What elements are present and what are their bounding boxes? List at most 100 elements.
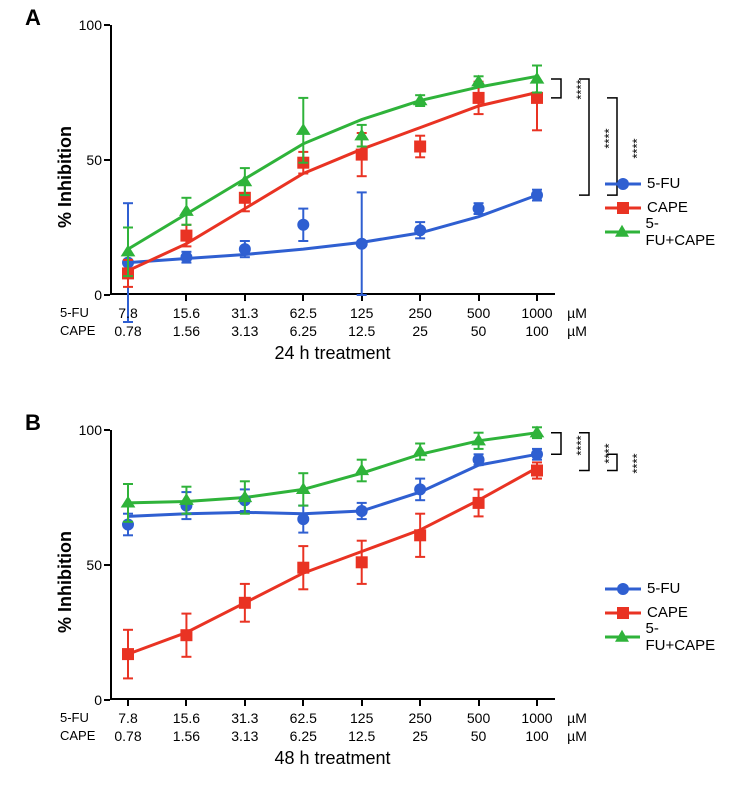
marker-fu xyxy=(532,449,543,460)
marker-cape xyxy=(181,630,192,641)
marker-fu xyxy=(356,238,367,249)
marker-cape xyxy=(239,597,250,608)
legend-marker xyxy=(615,629,629,641)
sig-label: **** xyxy=(602,443,617,463)
x-tick-label-fu: 1000 xyxy=(521,305,552,321)
marker-cape xyxy=(123,649,134,660)
x-tick-label-fu: 1000 xyxy=(521,710,552,726)
x-tick-label-cape: 0.78 xyxy=(114,323,141,339)
panel-b: B 0 50 100 % Inhibition 7.8 0.78 15.6 1.56 31.3 3.… xyxy=(25,410,725,790)
x-tick-label-cape: 3.13 xyxy=(231,728,258,744)
x-axis-title: 24 h treatment xyxy=(274,343,390,364)
marker-cape xyxy=(532,92,543,103)
sig-label: **** xyxy=(602,128,617,148)
legend-label: 5-FU+CAPE xyxy=(646,620,726,654)
marker-fu xyxy=(473,454,484,465)
sig-label: **** xyxy=(630,454,645,474)
marker-cape xyxy=(532,465,543,476)
legend-swatch xyxy=(605,579,641,599)
marker-combo xyxy=(180,494,193,504)
x-tick-label-fu: 15.6 xyxy=(173,305,200,321)
x-tick-label-cape: 50 xyxy=(471,728,487,744)
x-tick-label-cape: 100 xyxy=(525,728,548,744)
x-tick-label-cape: 100 xyxy=(525,323,548,339)
x-tick-label-cape: 1.56 xyxy=(173,323,200,339)
marker-fu xyxy=(532,190,543,201)
marker-cape xyxy=(181,230,192,241)
legend: 5-FUCAPE 5-FU+CAPE xyxy=(605,579,725,651)
legend: 5-FUCAPE 5-FU+CAPE xyxy=(605,174,725,246)
x-tick-label-fu: 15.6 xyxy=(173,710,200,726)
marker-cape xyxy=(415,141,426,152)
plot-svg xyxy=(110,430,675,710)
plot-svg xyxy=(110,25,675,305)
x-unit: µM xyxy=(567,710,587,726)
legend-swatch xyxy=(605,222,640,242)
y-tick-label: 0 xyxy=(70,287,102,303)
marker-cape xyxy=(415,530,426,541)
legend-swatch xyxy=(605,603,641,623)
marker-cape xyxy=(473,497,484,508)
y-axis-label: % Inhibition xyxy=(55,531,76,633)
marker-cape xyxy=(473,92,484,103)
x-tick-label-fu: 7.8 xyxy=(118,305,137,321)
legend-marker xyxy=(615,224,629,236)
x-unit: µM xyxy=(567,728,587,744)
marker-fu xyxy=(181,252,192,263)
legend-marker xyxy=(617,178,629,190)
legend-item-fu: 5-FU xyxy=(605,174,725,194)
panel-label: A xyxy=(25,5,41,31)
y-axis-label: % Inhibition xyxy=(55,126,76,228)
marker-fu xyxy=(473,203,484,214)
marker-cape xyxy=(356,149,367,160)
marker-cape xyxy=(356,557,367,568)
x-tick-label-cape: 1.56 xyxy=(173,728,200,744)
x-tick-label-fu: 125 xyxy=(350,710,373,726)
marker-fu xyxy=(415,484,426,495)
x-axis-title: 48 h treatment xyxy=(274,748,390,769)
x-tick-label-fu: 31.3 xyxy=(231,710,258,726)
plot-area xyxy=(110,25,555,295)
x-tick-label-fu: 31.3 xyxy=(231,305,258,321)
x-tick-label-cape: 12.5 xyxy=(348,323,375,339)
x-row-label-fu: 5-FU xyxy=(60,305,89,320)
legend-marker xyxy=(617,583,629,595)
x-tick-label-fu: 7.8 xyxy=(118,710,137,726)
x-unit: µM xyxy=(567,323,587,339)
marker-fu xyxy=(415,225,426,236)
marker-fu xyxy=(356,506,367,517)
x-tick-label-cape: 25 xyxy=(412,728,428,744)
sig-bracket xyxy=(551,79,561,98)
marker-combo xyxy=(297,124,310,134)
marker-fu xyxy=(298,514,309,525)
x-tick-label-fu: 125 xyxy=(350,305,373,321)
x-unit: µM xyxy=(567,305,587,321)
x-tick-label-cape: 6.25 xyxy=(290,323,317,339)
marker-combo xyxy=(355,464,368,474)
legend-item-combo: 5-FU+CAPE xyxy=(605,627,725,647)
x-tick-label-fu: 250 xyxy=(408,710,431,726)
panel-label: B xyxy=(25,410,41,436)
legend-label: 5-FU xyxy=(647,580,680,597)
figure-root: A 0 50 100 % Inhibition 7.8 0.78 15.6 1.56 31.3 3.… xyxy=(0,0,750,803)
legend-item-combo: 5-FU+CAPE xyxy=(605,222,725,242)
x-tick-label-fu: 62.5 xyxy=(290,710,317,726)
y-tick-label: 0 xyxy=(70,692,102,708)
x-tick-label-cape: 0.78 xyxy=(114,728,141,744)
legend-marker xyxy=(617,607,629,619)
legend-label: 5-FU xyxy=(647,175,680,192)
legend-swatch xyxy=(605,174,641,194)
panel-a: A050100% Inhibition7.80.7815.61.5631.33.… xyxy=(25,5,725,385)
x-tick-label-cape: 6.25 xyxy=(290,728,317,744)
sig-label: **** xyxy=(630,138,645,158)
x-tick-label-cape: 12.5 xyxy=(348,728,375,744)
marker-cape xyxy=(298,562,309,573)
x-tick-label-cape: 3.13 xyxy=(231,323,258,339)
curve-cape xyxy=(128,93,537,271)
legend-marker xyxy=(617,202,629,214)
x-tick-label-fu: 62.5 xyxy=(290,305,317,321)
y-tick-label: 100 xyxy=(70,17,102,33)
x-tick-label-fu: 250 xyxy=(408,305,431,321)
curve-cape xyxy=(128,468,537,654)
x-row-label-fu: 5-FU xyxy=(60,710,89,725)
